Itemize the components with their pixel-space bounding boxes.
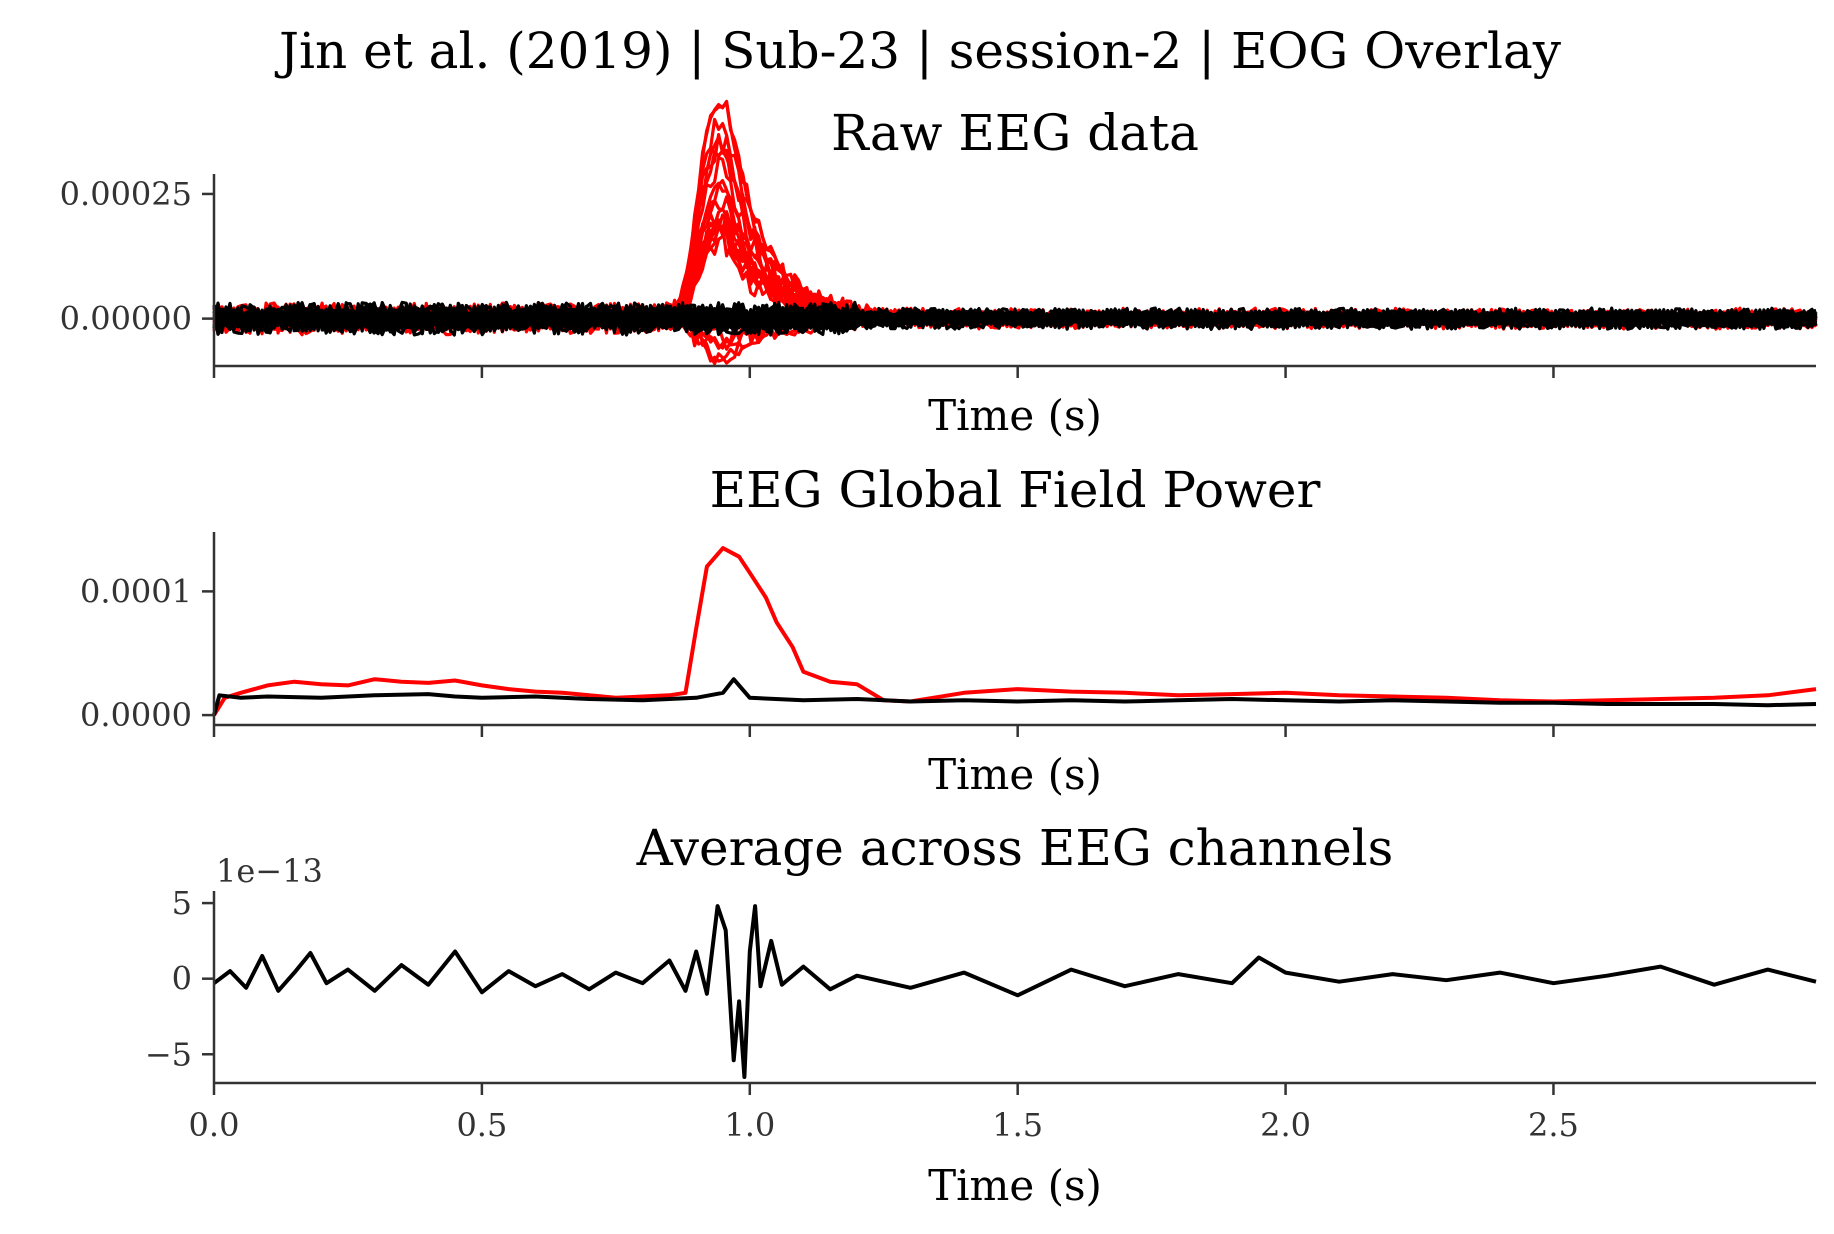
- series-line: [212, 904, 1817, 1079]
- channel-trace: [213, 149, 1818, 328]
- panel-title: Average across EEG channels: [636, 819, 1394, 877]
- x-tick-label: 1.5: [992, 1106, 1043, 1144]
- y-tick-label: 0.00025: [60, 175, 192, 213]
- x-axis-label: Time (s): [928, 1161, 1102, 1210]
- channel-trace: [213, 135, 1818, 337]
- y-tick-label: 0: [172, 960, 192, 998]
- channel-trace: [213, 156, 1817, 332]
- x-tick-label: 1.0: [724, 1106, 775, 1144]
- x-tick-label: 2.0: [1260, 1106, 1311, 1144]
- x-axis-label: Time (s): [928, 391, 1102, 440]
- ticks: 0.0000 0.0001: [80, 572, 1555, 737]
- x-tick-label: 0.5: [456, 1106, 507, 1144]
- panel-title: EEG Global Field Power: [710, 461, 1321, 519]
- channel-trace: [212, 133, 1818, 333]
- x-tick-label: 2.5: [1528, 1106, 1579, 1144]
- y-offset-text: 1e−13: [216, 852, 323, 890]
- y-tick-label: −5: [145, 1035, 192, 1073]
- panel-raw-eeg: Raw EEG data 0.00000 0.00025 Time (s): [60, 99, 1818, 440]
- channel-trace: [212, 181, 1817, 327]
- plot-area: [212, 904, 1817, 1079]
- plot-area: [212, 546, 1817, 717]
- panel-average: Average across EEG channels 1e−13 0.0 0.5…: [145, 819, 1817, 1210]
- channel-trace: [213, 304, 1818, 334]
- x-tick-label: 0.0: [189, 1106, 240, 1144]
- channel-trace: [212, 301, 1818, 337]
- ticks: 0.00000 0.00025: [60, 175, 1555, 378]
- figure-suptitle: Jin et al. (2019) | Sub-23 | session-2 |…: [274, 22, 1562, 80]
- y-tick-label: 0.0000: [80, 696, 192, 734]
- y-tick-label: 0.0001: [80, 572, 192, 610]
- ticks: 0.0 0.5 1.0 1.5 2.0 2.5 −5 0 5: [145, 884, 1579, 1144]
- series-line: [212, 677, 1817, 716]
- panel-title: Raw EEG data: [831, 104, 1199, 162]
- y-tick-label: 5: [172, 884, 192, 922]
- series-line: [212, 546, 1817, 717]
- plot-area: [212, 99, 1818, 366]
- panel-gfp: EEG Global Field Power 0.0000 0.0001 Time…: [80, 461, 1817, 799]
- y-tick-label: 0.00000: [60, 300, 192, 338]
- x-axis-label: Time (s): [928, 750, 1102, 799]
